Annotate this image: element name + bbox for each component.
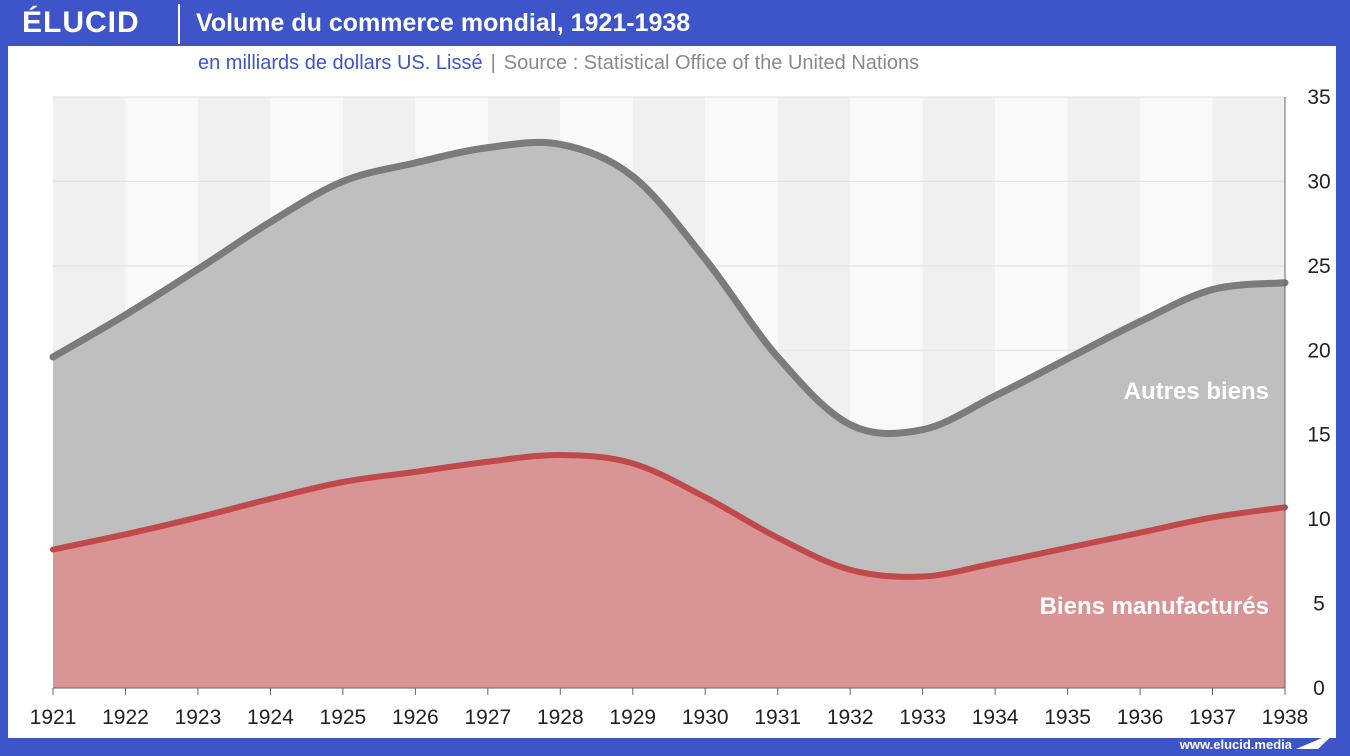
- x-tick-label: 1930: [682, 706, 729, 729]
- y-tick-label: 10: [1307, 508, 1330, 531]
- x-tick-label: 1933: [899, 706, 946, 729]
- x-tick-label: 1928: [537, 706, 584, 729]
- x-tick-label: 1936: [1117, 706, 1164, 729]
- x-tick-label: 1935: [1044, 706, 1091, 729]
- x-tick-label: 1929: [609, 706, 656, 729]
- y-tick-label: 30: [1307, 170, 1330, 193]
- y-tick-label: 25: [1307, 255, 1330, 278]
- series-line-biens-manufactures: [50, 451, 1288, 580]
- x-tick-label: 1932: [827, 706, 874, 729]
- x-tick-label: 1921: [30, 706, 77, 729]
- x-tick-label: 1927: [464, 706, 511, 729]
- y-tick-label: 35: [1307, 86, 1330, 109]
- x-tick-label: 1931: [754, 706, 801, 729]
- brand-logo: ÉLUCID: [22, 6, 140, 39]
- x-tick-label: 1926: [392, 706, 439, 729]
- chart-subtitle: en milliards de dollars US. Lissé | Source…: [198, 52, 919, 75]
- y-tick-label: 5: [1313, 593, 1325, 616]
- x-tick-label: 1934: [972, 706, 1019, 729]
- series-line-autres-biens: [49, 138, 1289, 437]
- x-tick-label: 1937: [1189, 706, 1236, 729]
- y-tick-label: 20: [1307, 339, 1330, 362]
- x-tick-label: 1938: [1262, 706, 1309, 729]
- brand-arrow-icon: [1296, 732, 1336, 749]
- footer-url[interactable]: www.elucid.media: [1179, 737, 1292, 752]
- logo-divider: [178, 4, 180, 44]
- x-tick-label: 1923: [175, 706, 222, 729]
- subtitle-divider: |: [490, 52, 496, 74]
- subtitle-text: en milliards de dollars US. Lissé: [198, 52, 483, 74]
- y-tick-label: 0: [1313, 677, 1325, 700]
- series-area-biens-manufactures: [53, 454, 1285, 688]
- x-tick-label: 1922: [102, 706, 149, 729]
- chart-title: Volume du commerce mondial, 1921-1938: [196, 9, 691, 37]
- x-tick-label: 1924: [247, 706, 294, 729]
- source-text: Source : Statistical Office of the Unite…: [503, 52, 920, 74]
- x-tick-label: 1925: [320, 706, 367, 729]
- series-label-biens-manufactures: Biens manufacturés: [1040, 593, 1269, 620]
- y-tick-label: 15: [1307, 424, 1330, 447]
- series-label-autres-biens: Autres biens: [1124, 378, 1269, 405]
